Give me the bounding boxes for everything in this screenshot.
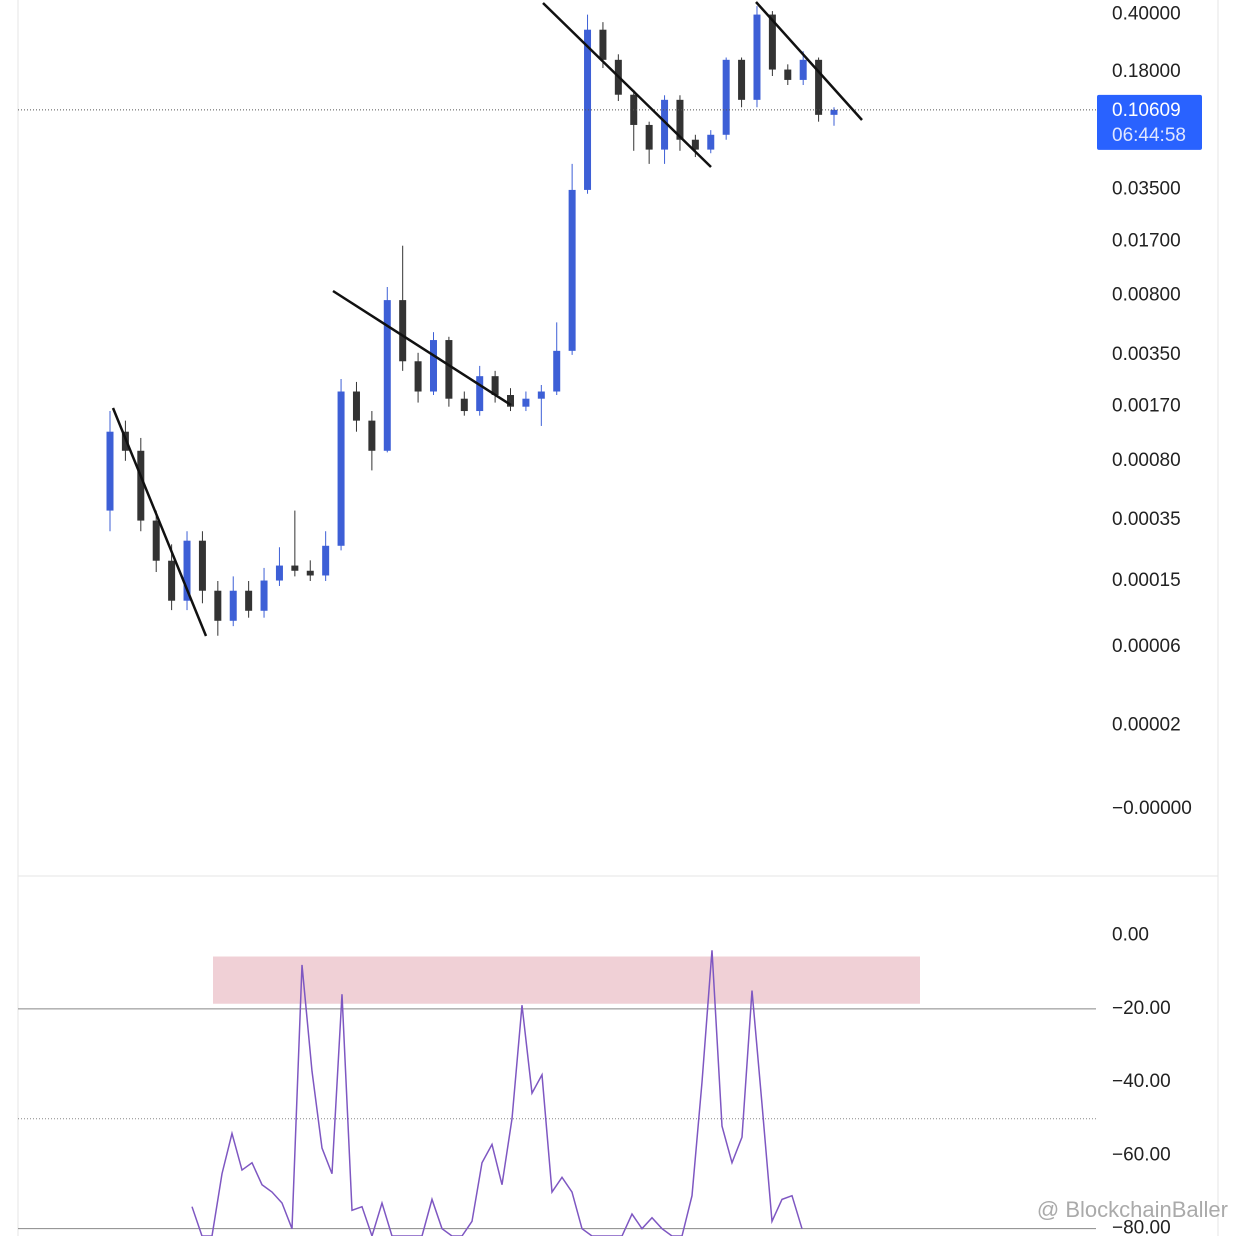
y-tick-label: 0.00170 <box>1112 396 1181 417</box>
candle-body <box>784 69 792 80</box>
y-tick-label: 0.00080 <box>1112 450 1181 471</box>
candle-body <box>245 590 253 611</box>
candle-body <box>815 59 823 115</box>
candle-body <box>599 29 607 60</box>
trend-line <box>755 1 863 121</box>
candle-body <box>676 99 684 140</box>
candle-body <box>106 431 114 511</box>
y-tick-label: 0.01700 <box>1112 230 1181 251</box>
trend-lines <box>111 1 863 637</box>
last-price-box <box>1097 94 1202 150</box>
y-tick-label: −80.00 <box>1112 1218 1171 1236</box>
candle-body <box>414 361 422 392</box>
watermark: @ BlockchainBaller <box>1037 1197 1228 1222</box>
countdown-label: 06:44:58 <box>1112 125 1186 146</box>
candle-body <box>291 565 299 571</box>
y-tick-label: 0.00006 <box>1112 636 1181 657</box>
candle-body <box>337 391 345 546</box>
y-tick-label: 0.00015 <box>1112 570 1181 591</box>
candle-body <box>383 300 391 451</box>
candle-body <box>722 59 730 135</box>
y-tick-label: 0.18000 <box>1112 61 1181 82</box>
candle-body <box>399 300 407 362</box>
candle-body <box>507 395 515 407</box>
trend-line <box>542 2 712 168</box>
candle-body <box>445 340 453 399</box>
y-tick-label: 0.00350 <box>1112 344 1181 365</box>
candle-body <box>214 590 222 621</box>
candle-body <box>584 29 592 190</box>
candle-body <box>368 420 376 451</box>
candle-body <box>568 189 576 351</box>
candle-body <box>198 540 206 591</box>
candle-body <box>768 14 776 70</box>
candle-body <box>691 139 699 150</box>
oscillator-line <box>191 950 803 1239</box>
y-tick-label: −0.00000 <box>1112 798 1192 819</box>
candle-body <box>661 99 669 150</box>
candle-body <box>476 376 484 412</box>
candle-body <box>738 59 746 100</box>
candle-body <box>229 590 237 621</box>
candle-body <box>168 560 176 601</box>
candle-body <box>537 391 545 399</box>
y-tick-label: 0.00035 <box>1112 509 1181 530</box>
candle-body <box>753 14 761 100</box>
candle-body <box>429 340 437 392</box>
y-tick-label: 0.00002 <box>1112 715 1181 736</box>
candle-body <box>707 134 715 150</box>
oscillator-pane: 0.00 −20.00 −40.00 −60.00 −80.00@ Blockchain… <box>18 925 1228 1239</box>
last-price-label: 0.10609 <box>1112 100 1181 121</box>
y-tick-label: 0.00 <box>1112 925 1149 946</box>
zone <box>213 956 920 1004</box>
trend-line <box>332 289 512 407</box>
y-tick-label: −60.00 <box>1112 1144 1171 1165</box>
candle-body <box>352 391 360 421</box>
price-pane: 0.40000 0.18000 0.03500 0.01700 0.00800 0.003… <box>18 4 1202 819</box>
candle-body <box>522 398 530 407</box>
candle-body <box>260 580 268 611</box>
candle-body <box>460 398 468 412</box>
candle-body <box>275 565 283 581</box>
candle-body <box>491 376 499 396</box>
y-tick-label: −20.00 <box>1112 998 1171 1019</box>
candle-body <box>645 124 653 150</box>
y-tick-label: 0.00800 <box>1112 284 1181 305</box>
y-tick-label: −40.00 <box>1112 1071 1171 1092</box>
y-tick-label: 0.03500 <box>1112 179 1181 200</box>
candle-body <box>183 540 191 601</box>
trend-line <box>111 407 208 637</box>
y-tick-label: 0.40000 <box>1112 4 1181 25</box>
candle-body <box>137 450 145 521</box>
candle-body <box>799 59 807 80</box>
candle-body <box>322 545 330 576</box>
candle-body <box>830 109 838 115</box>
candle-body <box>152 520 160 561</box>
candle-body <box>306 570 314 576</box>
candle-body <box>553 350 561 392</box>
